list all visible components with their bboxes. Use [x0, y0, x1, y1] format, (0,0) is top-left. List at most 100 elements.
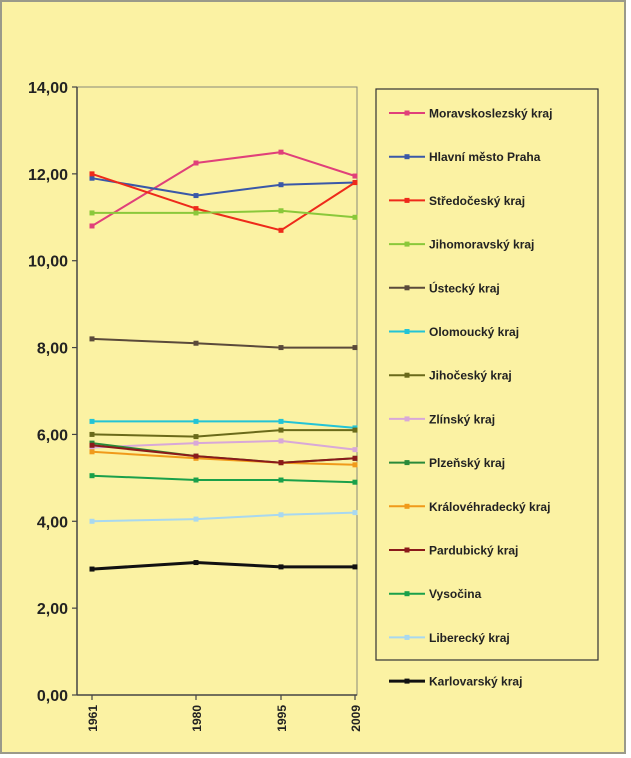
data-point [89, 336, 95, 342]
series-line [91, 450, 356, 466]
data-point [193, 160, 199, 166]
series-line [91, 474, 356, 484]
legend-label: Ústecký kraj [429, 280, 500, 295]
x-tick-label: 1995 [275, 705, 289, 732]
legend-label: Liberecký kraj [429, 631, 510, 645]
data-point [278, 477, 284, 483]
y-axis: 0,00 2,00 4,00 6,00 8,00 10,00 12,00 14,00 [28, 80, 78, 705]
data-point [193, 340, 199, 346]
data-point [278, 512, 284, 518]
series-line [91, 337, 355, 349]
series-line [91, 172, 356, 232]
data-point [89, 449, 95, 455]
data-point [89, 175, 95, 181]
legend-marker [404, 329, 410, 334]
data-point [352, 345, 358, 351]
x-axis: 1961 1980 1995 2009 [77, 694, 363, 732]
series-line [91, 511, 356, 523]
data-point [193, 516, 199, 522]
legend-label: Zlínský kraj [429, 412, 495, 426]
legend-label: Pardubický kraj [429, 544, 518, 558]
data-point [352, 214, 358, 220]
data-point [89, 431, 95, 437]
data-point [89, 473, 95, 479]
data-point [89, 442, 95, 448]
legend-marker [404, 285, 410, 291]
legend-marker [404, 591, 410, 597]
y-tick-label: 6,00 [37, 427, 68, 444]
series-line [91, 561, 355, 571]
series-layer [89, 149, 358, 572]
data-point [352, 173, 358, 179]
data-point [193, 434, 199, 440]
data-point [193, 206, 199, 212]
data-point [278, 149, 284, 155]
y-tick-label: 8,00 [37, 341, 68, 358]
legend-marker [404, 547, 410, 553]
data-point [278, 208, 284, 214]
legend-marker [404, 678, 410, 684]
legend-label: Jihočeský kraj [429, 369, 512, 383]
legend-label: Plzeňský kraj [429, 456, 505, 470]
data-point [352, 427, 358, 433]
data-point [193, 477, 199, 483]
y-tick-label: 12,00 [28, 167, 68, 184]
legend-marker [404, 416, 410, 422]
data-point [352, 455, 358, 461]
legend-marker [404, 634, 410, 640]
data-point [352, 479, 358, 485]
series-line [91, 439, 356, 451]
data-point [278, 227, 284, 233]
x-tick-label: 1961 [86, 705, 100, 732]
y-tick-label: 0,00 [37, 688, 68, 705]
data-point [352, 180, 358, 186]
data-point [89, 171, 95, 177]
legend-label: Karlovarský kraj [429, 675, 522, 689]
y-tick-label: 2,00 [37, 601, 68, 618]
legend-label: Hlavní město Praha [429, 150, 541, 164]
legend-label: Jihomoravský kraj [429, 238, 534, 252]
legend-label: Královéhradecký kraj [429, 500, 550, 514]
legend-marker [404, 241, 410, 247]
legend-marker [404, 110, 410, 116]
legend-marker [404, 197, 410, 203]
data-point [352, 462, 358, 468]
data-point [193, 453, 199, 459]
data-point [278, 564, 284, 570]
data-point [89, 518, 95, 524]
data-point [193, 418, 199, 424]
data-point [352, 510, 358, 516]
data-point [193, 560, 199, 566]
data-point [193, 440, 199, 446]
series-line [92, 420, 356, 429]
legend-marker [404, 372, 410, 378]
series-line [91, 177, 356, 197]
x-tick-label: 1980 [190, 705, 204, 732]
legend-label: Olomoucký kraj [429, 325, 519, 339]
data-point [278, 438, 284, 444]
x-tick-label: 2009 [349, 705, 363, 732]
series-line [91, 444, 356, 464]
legend-label: Moravskoslezský kraj [429, 107, 552, 121]
y-tick-label: 4,00 [37, 514, 68, 531]
y-tick-label: 14,00 [28, 80, 68, 97]
y-tick-label: 10,00 [28, 254, 68, 271]
data-point [89, 210, 95, 216]
data-point [352, 564, 358, 570]
data-point [278, 182, 284, 188]
data-point [89, 566, 95, 572]
data-point [193, 193, 199, 199]
data-point [89, 418, 95, 424]
series-line [92, 209, 356, 219]
series-line [91, 429, 355, 438]
series-line [91, 151, 356, 227]
legend-marker [404, 460, 410, 466]
legend-label: Středočeský kraj [429, 194, 525, 208]
plot-area [76, 86, 358, 696]
legend-marker [404, 503, 410, 509]
data-point [193, 210, 199, 216]
data-point [278, 345, 284, 351]
data-point [278, 460, 284, 466]
data-point [278, 418, 284, 424]
